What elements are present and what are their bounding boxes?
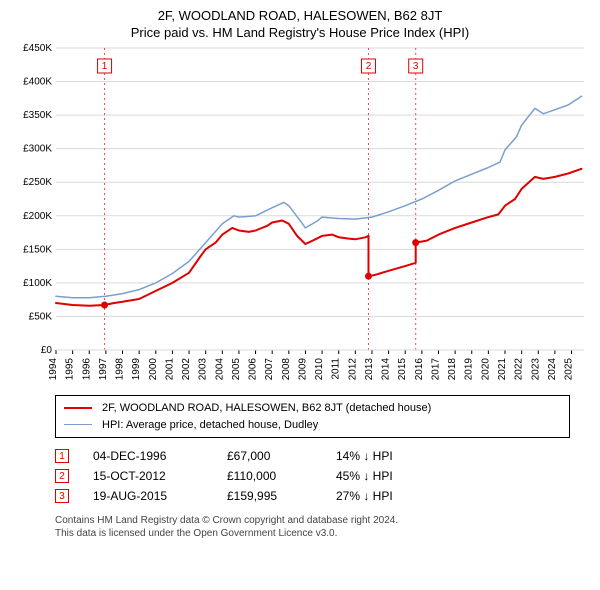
events-table: 1 04-DEC-1996 £67,000 14% ↓ HPI 2 15-OCT-2012… [55, 446, 570, 506]
event-row: 2 15-OCT-2012 £110,000 45% ↓ HPI [55, 466, 570, 486]
svg-text:1998: 1998 [115, 358, 126, 381]
svg-text:2: 2 [366, 61, 372, 72]
svg-text:2002: 2002 [181, 358, 192, 381]
svg-text:£150K: £150K [23, 244, 52, 255]
chart-container: £0 £50K £100K £150K £200K £250K £300K £350K £400… [10, 44, 590, 389]
svg-text:2009: 2009 [297, 358, 308, 381]
event-marker: 2 [55, 469, 69, 483]
svg-text:2013: 2013 [364, 358, 375, 381]
svg-text:£100K: £100K [23, 278, 52, 289]
svg-text:2021: 2021 [497, 358, 508, 381]
event-hpi: 14% ↓ HPI [336, 449, 446, 463]
svg-text:2025: 2025 [564, 358, 575, 381]
event-hpi: 45% ↓ HPI [336, 469, 446, 483]
svg-text:2022: 2022 [514, 358, 525, 381]
svg-text:1999: 1999 [131, 358, 142, 381]
svg-text:2008: 2008 [281, 358, 292, 381]
price-chart: £0 £50K £100K £150K £200K £250K £300K £350K £400… [10, 44, 590, 384]
legend-item: 2F, WOODLAND ROAD, HALESOWEN, B62 8JT (d… [64, 400, 561, 417]
svg-text:2006: 2006 [248, 358, 259, 381]
event-price: £110,000 [227, 469, 312, 483]
svg-text:2007: 2007 [264, 358, 275, 381]
svg-text:£350K: £350K [23, 110, 52, 121]
event-date: 19-AUG-2015 [93, 489, 203, 503]
svg-text:3: 3 [413, 61, 419, 72]
svg-text:1996: 1996 [81, 358, 92, 381]
legend-swatch [64, 407, 92, 409]
svg-text:2003: 2003 [198, 358, 209, 381]
legend: 2F, WOODLAND ROAD, HALESOWEN, B62 8JT (d… [55, 395, 570, 438]
footer-line-1: Contains HM Land Registry data © Crown c… [55, 514, 570, 527]
footer-note: Contains HM Land Registry data © Crown c… [55, 514, 570, 540]
svg-text:2020: 2020 [480, 358, 491, 381]
svg-text:£300K: £300K [23, 144, 52, 155]
legend-item: HPI: Average price, detached house, Dudl… [64, 417, 561, 434]
svg-text:£0: £0 [41, 345, 53, 356]
svg-text:2024: 2024 [547, 358, 558, 381]
page-title: 2F, WOODLAND ROAD, HALESOWEN, B62 8JT [0, 0, 600, 23]
event-hpi: 27% ↓ HPI [336, 489, 446, 503]
svg-text:£450K: £450K [23, 44, 52, 54]
event-row: 3 19-AUG-2015 £159,995 27% ↓ HPI [55, 486, 570, 506]
footer-line-2: This data is licensed under the Open Gov… [55, 527, 570, 540]
event-price: £67,000 [227, 449, 312, 463]
svg-text:2010: 2010 [314, 358, 325, 381]
svg-text:2016: 2016 [414, 358, 425, 381]
svg-text:1: 1 [102, 61, 108, 72]
svg-text:2005: 2005 [231, 358, 242, 381]
svg-text:£50K: £50K [29, 311, 53, 322]
legend-label: HPI: Average price, detached house, Dudl… [102, 417, 318, 434]
svg-text:1997: 1997 [98, 358, 109, 381]
svg-text:2017: 2017 [430, 358, 441, 381]
event-price: £159,995 [227, 489, 312, 503]
svg-text:£200K: £200K [23, 211, 52, 222]
event-date: 04-DEC-1996 [93, 449, 203, 463]
svg-text:1994: 1994 [48, 358, 59, 381]
event-marker: 1 [55, 449, 69, 463]
legend-label: 2F, WOODLAND ROAD, HALESOWEN, B62 8JT (d… [102, 400, 431, 417]
event-marker: 3 [55, 489, 69, 503]
svg-text:2019: 2019 [464, 358, 475, 381]
svg-text:2001: 2001 [164, 358, 175, 381]
legend-swatch [64, 424, 92, 425]
svg-text:2015: 2015 [397, 358, 408, 381]
svg-text:£250K: £250K [23, 177, 52, 188]
svg-text:£400K: £400K [23, 77, 52, 88]
svg-text:1995: 1995 [65, 358, 76, 381]
page-subtitle: Price paid vs. HM Land Registry's House … [0, 23, 600, 44]
svg-text:2012: 2012 [347, 358, 358, 381]
event-date: 15-OCT-2012 [93, 469, 203, 483]
svg-text:2014: 2014 [381, 358, 392, 381]
event-row: 1 04-DEC-1996 £67,000 14% ↓ HPI [55, 446, 570, 466]
svg-text:2018: 2018 [447, 358, 458, 381]
svg-text:2004: 2004 [214, 358, 225, 381]
svg-text:2011: 2011 [331, 358, 342, 380]
svg-text:2023: 2023 [530, 358, 541, 381]
svg-text:2000: 2000 [148, 358, 159, 381]
